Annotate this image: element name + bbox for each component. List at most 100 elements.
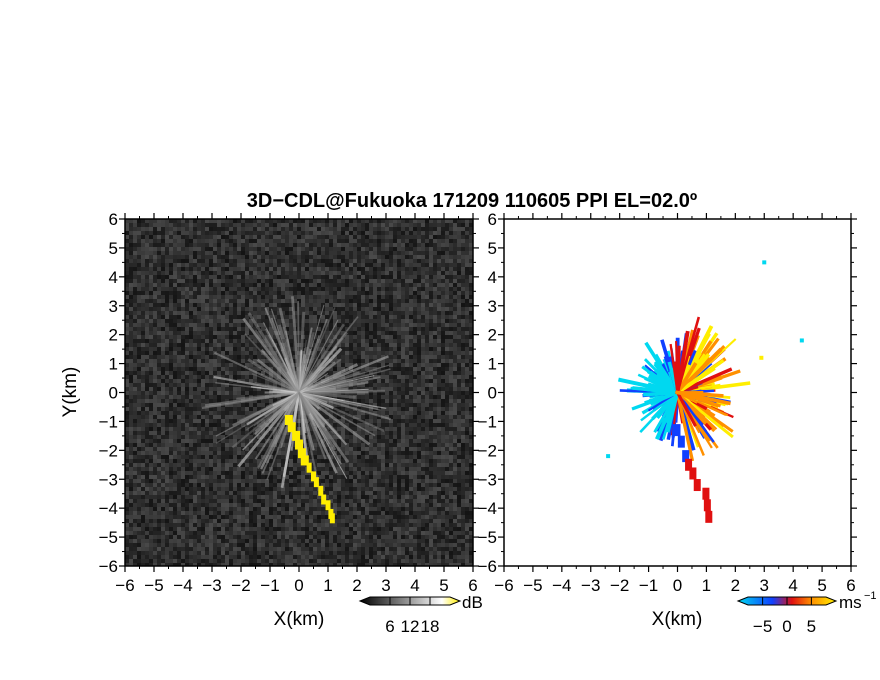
snr-noise-cell — [393, 399, 397, 403]
snr-noise-cell — [265, 323, 269, 327]
snr-noise-cell — [405, 247, 409, 251]
snr-noise-cell — [441, 435, 445, 439]
snr-noise-cell — [353, 279, 357, 283]
snr-noise-cell — [229, 375, 233, 379]
snr-noise-cell — [429, 347, 433, 351]
snr-noise-cell — [333, 263, 337, 267]
snr-noise-cell — [373, 315, 377, 319]
snr-noise-cell — [353, 231, 357, 235]
snr-noise-cell — [421, 319, 425, 323]
snr-noise-cell — [189, 247, 193, 251]
snr-noise-cell — [445, 327, 449, 331]
snr-noise-cell — [213, 227, 217, 231]
snr-noise-cell — [229, 419, 233, 423]
snr-noise-cell — [465, 419, 469, 423]
snr-noise-cell — [149, 267, 153, 271]
snr-noise-cell — [349, 323, 353, 327]
snr-noise-cell — [269, 363, 273, 367]
snr-noise-cell — [361, 239, 365, 243]
snr-noise-cell — [449, 407, 453, 411]
snr-noise-cell — [325, 423, 329, 427]
snr-noise-cell — [277, 355, 281, 359]
snr-noise-cell — [125, 411, 129, 415]
snr-noise-cell — [261, 355, 265, 359]
snr-noise-cell — [441, 431, 445, 435]
snr-noise-cell — [217, 347, 221, 351]
snr-noise-cell — [221, 327, 225, 331]
snr-noise-cell — [213, 399, 217, 403]
snr-noise-cell — [205, 239, 209, 243]
snr-noise-cell — [141, 335, 145, 339]
snr-noise-cell — [153, 419, 157, 423]
snr-noise-cell — [361, 423, 365, 427]
snr-noise-cell — [185, 343, 189, 347]
snr-noise-cell — [333, 339, 337, 343]
snr-noise-cell — [437, 355, 441, 359]
snr-noise-cell — [469, 307, 473, 311]
snr-noise-cell — [257, 271, 261, 275]
snr-noise-cell — [173, 223, 177, 227]
snr-noise-cell — [417, 295, 421, 299]
snr-noise-cell — [201, 343, 205, 347]
snr-noise-cell — [169, 395, 173, 399]
snr-noise-cell — [245, 227, 249, 231]
snr-noise-cell — [453, 219, 457, 223]
snr-noise-cell — [381, 415, 385, 419]
snr-noise-cell — [377, 271, 381, 275]
snr-noise-cell — [281, 259, 285, 263]
snr-noise-cell — [245, 251, 249, 255]
snr-noise-cell — [137, 435, 141, 439]
snr-noise-cell — [457, 411, 461, 415]
snr-noise-cell — [141, 407, 145, 411]
snr-noise-cell — [177, 423, 181, 427]
snr-noise-cell — [365, 247, 369, 251]
snr-noise-cell — [241, 435, 245, 439]
snr-noise-cell — [405, 319, 409, 323]
snr-noise-cell — [433, 327, 437, 331]
snr-noise-cell — [265, 239, 269, 243]
snr-noise-cell — [429, 319, 433, 323]
snr-noise-cell — [405, 375, 409, 379]
snr-noise-cell — [205, 303, 209, 307]
snr-noise-cell — [305, 315, 309, 319]
snr-noise-cell — [225, 327, 229, 331]
snr-noise-cell — [245, 219, 249, 223]
snr-noise-cell — [365, 283, 369, 287]
snr-noise-cell — [373, 403, 377, 407]
snr-noise-cell — [273, 391, 277, 395]
snr-noise-cell — [433, 335, 437, 339]
snr-noise-cell — [197, 379, 201, 383]
snr-noise-cell — [389, 323, 393, 327]
snr-noise-cell — [317, 283, 321, 287]
snr-noise-cell — [197, 287, 201, 291]
snr-noise-cell — [377, 283, 381, 287]
snr-noise-cell — [169, 295, 173, 299]
snr-noise-cell — [161, 259, 165, 263]
snr-noise-cell — [377, 263, 381, 267]
snr-noise-cell — [141, 243, 145, 247]
snr-noise-cell — [209, 387, 213, 391]
snr-noise-cell — [145, 383, 149, 387]
snr-noise-cell — [245, 287, 249, 291]
snr-noise-cell — [345, 415, 349, 419]
snr-noise-cell — [433, 311, 437, 315]
snr-noise-cell — [461, 227, 465, 231]
snr-noise-cell — [457, 363, 461, 367]
snr-noise-cell — [213, 335, 217, 339]
snr-noise-cell — [225, 299, 229, 303]
snr-noise-cell — [421, 271, 425, 275]
snr-noise-cell — [341, 303, 345, 307]
snr-noise-cell — [293, 247, 297, 251]
snr-noise-cell — [185, 307, 189, 311]
snr-noise-cell — [337, 231, 341, 235]
snr-noise-cell — [465, 339, 469, 343]
snr-noise-cell — [197, 423, 201, 427]
snr-noise-cell — [169, 435, 173, 439]
snr-noise-cell — [185, 263, 189, 267]
snr-noise-cell — [429, 287, 433, 291]
snr-noise-cell — [165, 383, 169, 387]
snr-noise-cell — [277, 319, 281, 323]
snr-noise-cell — [313, 283, 317, 287]
snr-noise-cell — [337, 239, 341, 243]
snr-noise-cell — [277, 399, 281, 403]
